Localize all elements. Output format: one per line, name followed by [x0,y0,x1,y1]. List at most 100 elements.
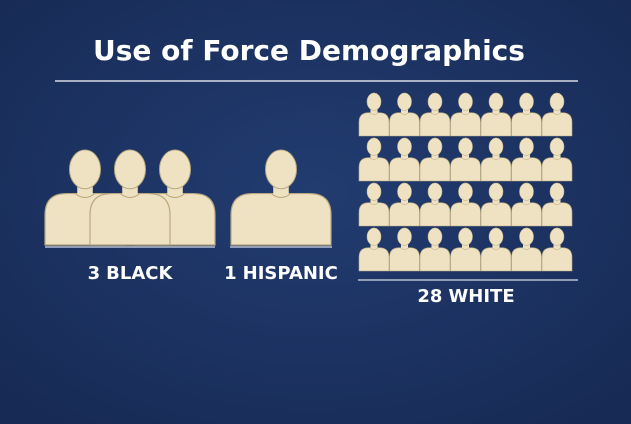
person-head [366,137,382,156]
person-head [549,137,565,156]
person-head [519,137,534,156]
person-collar [430,247,440,250]
person-head [427,92,443,111]
person-icon [419,92,451,137]
person-collar [369,202,379,205]
person-neck [400,197,409,204]
person-collar [399,157,410,160]
person-neck [522,152,531,159]
person-icon [230,149,332,246]
person-body [389,157,420,182]
person-head [397,227,412,246]
group-label: 3 BLACK [88,263,174,284]
person-icon [450,182,481,227]
person-icon [480,227,512,272]
person-collar [430,112,440,115]
person-icon [419,137,451,182]
person-collar [552,112,562,115]
person-collar [399,202,410,205]
person-body [480,202,512,227]
person-icon [389,227,420,272]
person-icon [358,182,390,227]
person-body [89,193,171,246]
person-icon [511,92,542,137]
person-head [458,92,473,111]
person-collar [521,157,532,160]
person-head [458,137,473,156]
person-head [549,92,565,111]
person-icon [541,182,573,227]
person-body [511,202,542,227]
person-neck [400,152,409,159]
person-body [450,157,481,182]
person-icon [389,182,420,227]
person-icon [450,137,481,182]
person-head [397,137,412,156]
person-icon [511,137,542,182]
person-neck [553,107,561,114]
person-body [541,202,573,227]
person-icon [358,137,390,182]
title: Use of Force Demographics [93,34,525,67]
person-icon [511,182,542,227]
person-neck [370,152,378,159]
person-neck [431,242,439,249]
group-name: HISPANIC [243,263,338,284]
person-head [488,92,504,111]
person-neck [400,107,409,114]
person-collar [460,112,471,115]
person-icon [480,92,512,137]
person-icon [541,227,573,272]
person-collar [552,157,562,160]
person-body [419,202,451,227]
person-collar [491,112,501,115]
person-body [450,247,481,272]
person-head [458,182,473,201]
person-collar [369,112,379,115]
person-neck [431,152,439,159]
person-body [541,247,573,272]
person-body [389,112,420,137]
person-icon [389,92,420,137]
person-body [511,247,542,272]
person-collar [521,247,532,250]
person-body [419,112,451,137]
person-collar [460,202,471,205]
person-body [480,157,512,182]
person-collar [430,157,440,160]
person-icon [389,137,420,182]
person-neck [461,197,470,204]
person-head [427,227,443,246]
person-neck [461,242,470,249]
person-icon [358,92,390,137]
person-body [389,202,420,227]
person-head [397,92,412,111]
group-count: 3 [88,263,101,284]
group-label: 1 HISPANIC [224,263,338,284]
person-collar [491,247,501,250]
person-body [230,193,332,246]
person-neck [370,107,378,114]
person-body [358,202,390,227]
person-icon [480,182,512,227]
person-head [488,227,504,246]
person-body [450,112,481,137]
person-head [366,92,382,111]
person-body [480,112,512,137]
person-head [68,149,102,190]
person-neck [370,197,378,204]
person-body [511,112,542,137]
person-neck [492,242,500,249]
person-body [541,157,573,182]
person-collar [521,202,532,205]
person-neck [461,107,470,114]
person-icon [541,92,573,137]
person-head [113,149,147,190]
person-collar [491,157,501,160]
person-neck [431,197,439,204]
person-neck [522,197,531,204]
person-neck [461,152,470,159]
person-collar [369,157,379,160]
person-head [488,137,504,156]
